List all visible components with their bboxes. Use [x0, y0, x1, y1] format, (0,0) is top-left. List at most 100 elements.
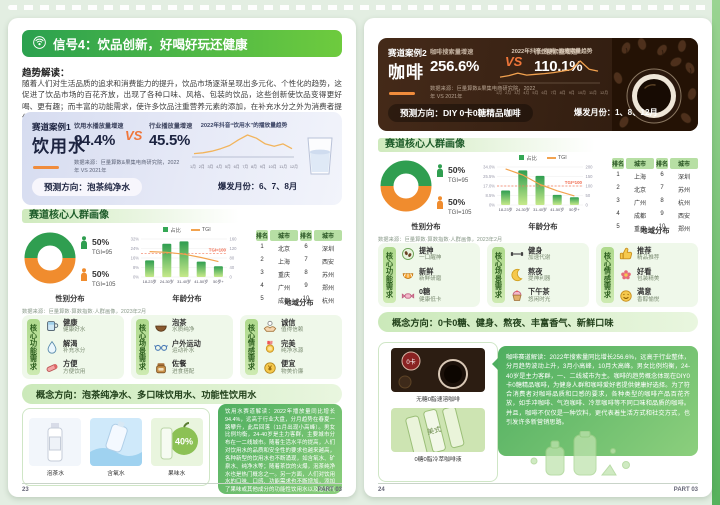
svg-text:200: 200: [586, 165, 594, 170]
month-label: 11月: [589, 91, 597, 95]
region-table-cell: 成都: [633, 214, 646, 220]
female-legend-item: 50% TGI=105: [80, 264, 116, 289]
month-axis-labels: 1月 2月 3月 4月 5月 6月 7月 8月 9月 10月 11月 12月: [496, 91, 608, 96]
need-subtitle: 运动补水: [172, 347, 195, 354]
need-subtitle: 精品推荐: [637, 255, 660, 262]
month-label: 1月: [496, 91, 502, 95]
need-subtitle: 包装精美: [637, 275, 660, 282]
part-label: PART 03: [317, 487, 342, 493]
month-label: 1月: [190, 165, 196, 169]
svg-text:25.5%: 25.5%: [483, 174, 495, 179]
region-table-cell: 重庆: [633, 227, 646, 233]
need-subtitle: 加速代谢: [528, 255, 551, 262]
gender-donut-chart: [24, 232, 76, 289]
age-block: 占比 TGI 0% 8.5% 17.0% 25.5% 34.0% 0 50 100 150 200…: [480, 154, 606, 232]
month-label: 3月: [514, 91, 521, 95]
region-table-header-cell: 排名: [656, 158, 668, 169]
needs-row: 核心功能需求 提神 一口醒神 新鲜 新鲜研磨 0糖 健康低卡 核心场景需求 健身 加速代谢 熬夜 提神…: [378, 243, 698, 307]
region-table-cell: 上海: [277, 260, 290, 266]
region-table-cell: 2: [260, 257, 264, 263]
region-block: 排名 城市 排名 城市 1 上海 6 深圳 2 北京 7 苏州 3 广州 8 杭州 4 成都 9 西安 5 重庆 10 郑州 …: [612, 158, 698, 236]
female-icon: [436, 195, 444, 214]
need-title: 诚信: [281, 318, 296, 327]
product-tile: 40% 果味水: [150, 417, 204, 477]
need-title: 方便: [63, 359, 78, 369]
female-legend-item: 50% TGI=105: [436, 192, 472, 217]
medal-icon: [263, 340, 277, 354]
need-title: 熬夜: [528, 266, 543, 276]
region-table-cell: 杭州: [321, 299, 334, 305]
month-label: 12月: [289, 165, 298, 169]
night-icon: [510, 268, 524, 282]
need-card: 核心功能需求 提神 一口醒神 新鲜 新鲜研磨 0糖 健康低卡: [378, 243, 480, 307]
product-image-tea-water-bottle: [29, 417, 82, 466]
trend-mini-chart: 2022年抖音“咖啡”的搜索量趋势 1月 2月 3月 4月 5月 6月 7月 8月 9月 10月 1…: [496, 46, 608, 96]
need-item: 佐餐 进食搭配: [154, 359, 229, 375]
svg-text:0卡: 0卡: [406, 358, 415, 366]
product-tile: 泡茶水: [28, 417, 82, 477]
region-table-cell: 8: [304, 270, 308, 276]
region-caption: 地域分布: [284, 298, 314, 307]
svg-text:8%: 8%: [133, 265, 139, 270]
products-card: 泡茶水 含氧水 40% 果味水: [22, 408, 210, 486]
svg-text:0%: 0%: [489, 203, 495, 208]
region-table-cell: 10: [658, 224, 666, 230]
svg-text:31-40岁: 31-40岁: [533, 207, 547, 212]
month-label: 9月: [259, 165, 266, 169]
beans-icon: [401, 247, 415, 261]
region-table-cell: 4: [260, 283, 264, 289]
need-group-tab: 核心情感需求: [245, 319, 258, 375]
region-table: 排名 城市 排名 城市 1 上海 6 深圳 2 北京 7 苏州 3 广州 8 杭州 4 成都 9 西安 5 重庆 10 郑州: [612, 158, 698, 234]
need-item: 方便 方便饮用: [45, 359, 120, 375]
need-group-tab: 核心场景需求: [492, 247, 505, 303]
need-title: 佐餐: [172, 359, 187, 369]
metric-category-growth: 咖啡搜索量增速 256.6%: [430, 49, 480, 75]
need-subtitle: 提神利器: [528, 275, 551, 282]
burst-months: 爆发月份：6、7、8月: [218, 182, 298, 191]
portrait-row: 50% TGI=95 50% TGI=105 性别分布 占比 TGI 0% 8.5% 1…: [378, 154, 698, 235]
age-chart-legend: 占比 TGI: [124, 226, 250, 234]
thumbs-up-icon: [619, 247, 633, 261]
region-table-header-cell: 排名: [256, 230, 268, 241]
product-label: 果味水: [167, 470, 186, 477]
case-card-water: 赛道案例1 饮用水 饮用水播放量增速 94.4% VS 行业播放量增速 45.5…: [22, 112, 342, 205]
svg-text:50: 50: [586, 193, 591, 198]
need-subtitle: 物美价廉: [281, 368, 304, 375]
case-name: 饮用水: [32, 137, 86, 156]
month-label: 4月: [216, 165, 223, 169]
need-subtitle: 新鲜研磨: [419, 275, 442, 282]
mini-chart-title: 2022年抖音“饮用水”的播放量趋势: [200, 123, 288, 129]
need-title: 0糖: [419, 287, 431, 297]
need-item: 好看 包装精美: [619, 267, 694, 283]
svg-text:18-23岁: 18-23岁: [499, 207, 513, 212]
gender-block: 50% TGI=95 50% TGI=105 性别分布: [378, 154, 474, 232]
need-items: 推荐 精品推荐 好看 包装精美 满意 香醇愉悦: [619, 246, 694, 303]
male-icon: [436, 163, 444, 182]
trend-sparkline: [190, 129, 298, 164]
svg-text:0: 0: [230, 275, 233, 280]
need-item: 户外运动 运动补水: [154, 339, 229, 355]
male-legend-item: 50% TGI=95: [436, 160, 472, 185]
svg-text:160: 160: [230, 237, 238, 242]
product-label: 0糖0脂冷萃咖啡液: [414, 457, 462, 463]
need-card: 核心功能需求 健康 健康好水 解渴 补充水分 方便 方便饮用: [22, 315, 124, 379]
trend-mini-chart: 2022年抖音“饮用水”的播放量趋势 1月 2月 3月 4月 5月 6月 7月 8月 9月 10月…: [190, 120, 298, 170]
need-items: 健康 健康好水 解渴 补充水分 方便 方便饮用: [45, 318, 120, 375]
need-subtitle: 方便饮用: [63, 368, 86, 375]
water-glass-image: [302, 134, 338, 183]
svg-text:50岁+: 50岁+: [213, 279, 224, 284]
trend-sparkline: [496, 55, 608, 90]
portrait-row: 50% TGI=95 50% TGI=105 性别分布 占比 TGI 0% 8% 16%…: [22, 226, 342, 307]
svg-text:34.0%: 34.0%: [483, 165, 495, 170]
region-table-cell: 10: [302, 296, 310, 302]
region-table-cell: 北京: [633, 188, 646, 194]
need-subtitle: 水质纯净: [172, 327, 195, 334]
region-table-cell: 1: [616, 172, 620, 178]
vs-label: VS: [505, 54, 523, 69]
needs-row: 核心功能需求 健康 健康好水 解渴 补充水分 方便 方便饮用 核心场景需求 泡茶 水质纯净 户外运动…: [22, 315, 342, 379]
region-table-cell: 4: [616, 211, 620, 217]
cup-icon: [45, 319, 59, 333]
need-items: 泡茶 水质纯净 户外运动 运动补水 佐餐 进食搭配: [154, 318, 229, 375]
data-source-note: 数据来源：巨量算数&果集电商研究院，2022年 VS 2021年: [74, 160, 180, 174]
